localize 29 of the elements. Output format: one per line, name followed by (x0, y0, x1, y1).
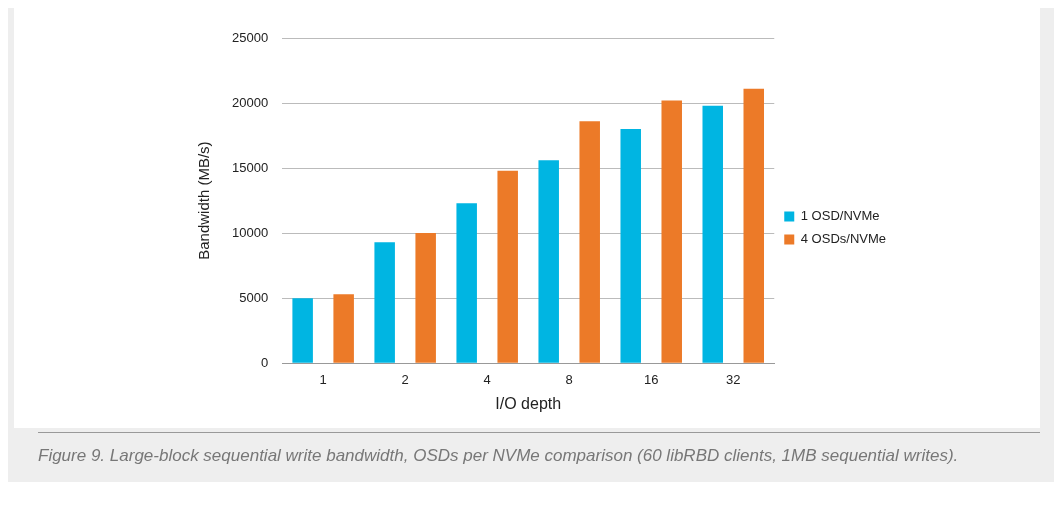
x-tick-label: 32 (726, 371, 741, 387)
y-tick-label: 10000 (231, 224, 269, 240)
bar (702, 105, 723, 363)
y-tick-label: 15000 (231, 159, 269, 175)
y-tick-label: 5000 (239, 289, 269, 305)
bar (415, 233, 436, 363)
x-tick-label: 2 (401, 371, 409, 387)
legend-label: 4 OSDs/NVMe (800, 231, 887, 247)
bar (292, 298, 313, 363)
x-tick-label: 16 (644, 371, 659, 387)
bar (333, 294, 354, 363)
x-tick-label: 8 (565, 371, 573, 387)
bar (497, 170, 518, 363)
x-tick-label: 1 (319, 371, 327, 387)
y-tick-label: 25000 (231, 29, 269, 45)
legend-label: 1 OSD/NVMe (800, 208, 880, 224)
bar (620, 129, 641, 363)
bar (456, 203, 477, 363)
bar (579, 121, 600, 363)
x-tick-label: 4 (483, 371, 491, 387)
y-tick-label: 20000 (231, 94, 269, 110)
bar (661, 100, 682, 363)
y-axis-title: Bandwidth (MB/s) (195, 141, 213, 260)
bar (743, 88, 765, 363)
bar (538, 160, 559, 363)
x-axis-title: I/O depth (495, 394, 562, 412)
caption: Figure 9. Large-block sequential write bandwidth, OSDs per NVMe comparison (60 libRBD clients, 1MB sequential writes). (38, 445, 960, 467)
bar (374, 242, 395, 363)
y-tick-label: 0 (260, 354, 269, 370)
